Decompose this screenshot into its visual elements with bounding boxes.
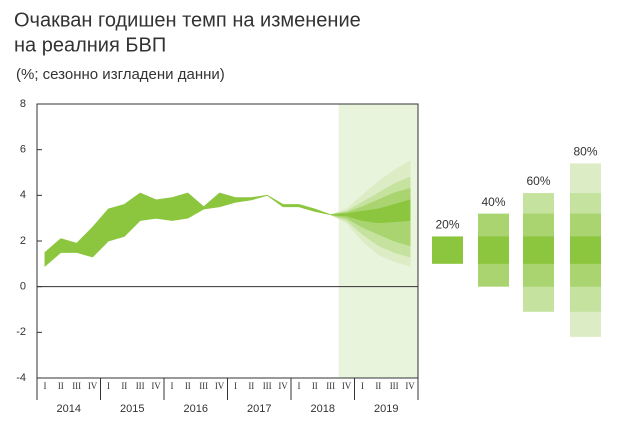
chart-subtitle: (%; сезонно изгладени данни) bbox=[16, 66, 225, 83]
fan-band bbox=[330, 199, 411, 224]
y-tick-label: -4 bbox=[16, 372, 26, 384]
y-tick-label: 2 bbox=[20, 235, 26, 247]
legend-label: 20% bbox=[435, 218, 459, 232]
x-tick-label: IV bbox=[342, 381, 352, 391]
legend-box bbox=[432, 236, 463, 264]
x-tick-label: II bbox=[375, 381, 381, 391]
legend-box bbox=[478, 236, 509, 264]
x-tick-label: IV bbox=[278, 381, 288, 391]
legend-label: 60% bbox=[526, 174, 550, 188]
x-tick-label: III bbox=[390, 381, 399, 391]
x-tick-label: III bbox=[136, 381, 145, 391]
y-tick-label: 4 bbox=[20, 189, 26, 201]
y-tick-label: -2 bbox=[16, 326, 26, 338]
legend-box bbox=[523, 236, 554, 264]
x-tick-label: IV bbox=[151, 381, 161, 391]
x-tick-label: I bbox=[297, 381, 300, 391]
year-label: 2018 bbox=[311, 403, 335, 415]
year-label: 2017 bbox=[247, 403, 271, 415]
x-tick-label: II bbox=[121, 381, 127, 391]
x-tick-label: II bbox=[248, 381, 254, 391]
x-tick-label: I bbox=[107, 381, 110, 391]
x-tick-label: III bbox=[326, 381, 335, 391]
y-tick-label: 0 bbox=[20, 281, 26, 293]
x-tick-label: IV bbox=[405, 381, 415, 391]
x-tick-label: IV bbox=[215, 381, 225, 391]
x-tick-label: I bbox=[361, 381, 364, 391]
legend-label: 40% bbox=[481, 195, 505, 209]
x-tick-label: I bbox=[170, 381, 173, 391]
year-label: 2014 bbox=[57, 403, 81, 415]
year-label: 2016 bbox=[184, 403, 208, 415]
x-tick-label: III bbox=[199, 381, 208, 391]
year-label: 2019 bbox=[374, 403, 398, 415]
history-band bbox=[44, 192, 331, 267]
chart-title: Очакван годишен темп на изменение bbox=[14, 9, 361, 31]
y-tick-label: 6 bbox=[20, 144, 26, 156]
year-label: 2015 bbox=[120, 403, 144, 415]
x-tick-label: II bbox=[312, 381, 318, 391]
x-tick-label: I bbox=[234, 381, 237, 391]
x-tick-label: I bbox=[43, 381, 46, 391]
legend-box bbox=[570, 236, 601, 264]
x-tick-label: II bbox=[58, 381, 64, 391]
legend-label: 80% bbox=[573, 145, 597, 159]
chart-title: на реалния БВП bbox=[14, 34, 166, 56]
x-tick-label: IV bbox=[88, 381, 98, 391]
x-tick-label: III bbox=[263, 381, 272, 391]
x-tick-label: III bbox=[72, 381, 81, 391]
x-tick-label: II bbox=[185, 381, 191, 391]
y-tick-label: 8 bbox=[20, 98, 26, 110]
